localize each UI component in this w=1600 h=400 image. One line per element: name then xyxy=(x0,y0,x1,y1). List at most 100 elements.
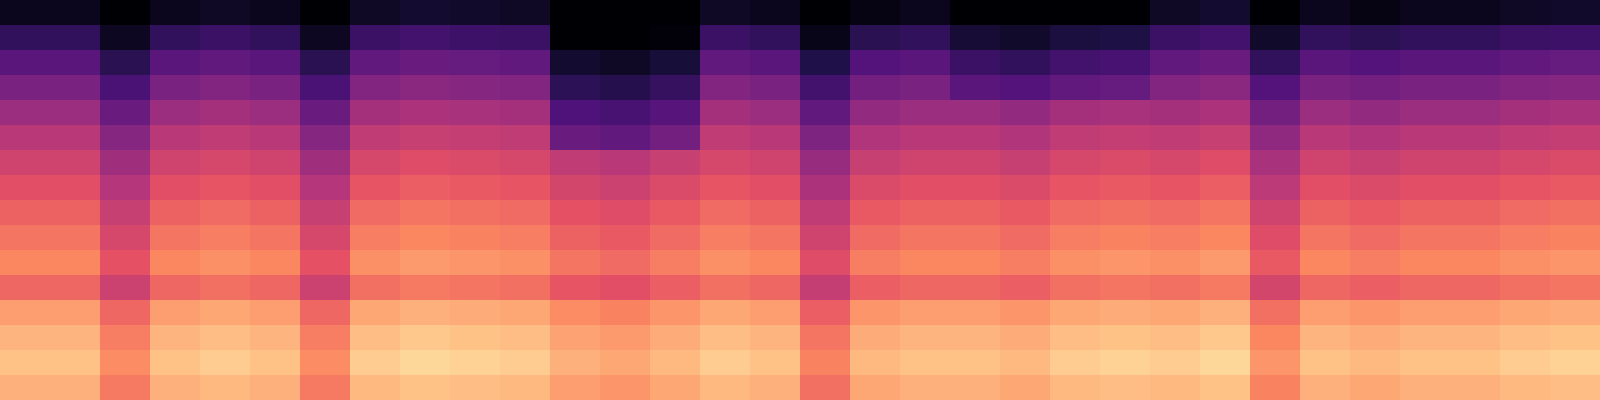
cell xyxy=(1500,250,1551,276)
cell xyxy=(700,300,751,326)
cell xyxy=(550,250,601,276)
cell xyxy=(1450,0,1501,26)
cell xyxy=(1150,50,1201,76)
cell xyxy=(50,150,101,176)
cell xyxy=(100,300,151,326)
cell xyxy=(550,25,601,51)
cell xyxy=(1100,0,1151,26)
cell xyxy=(900,50,951,76)
cell xyxy=(200,175,251,201)
cell xyxy=(550,350,601,376)
cell xyxy=(0,325,51,351)
cell xyxy=(1100,350,1151,376)
cell xyxy=(1200,300,1251,326)
cell xyxy=(700,325,751,351)
cell xyxy=(1300,225,1351,251)
cell xyxy=(150,225,201,251)
cell xyxy=(850,225,901,251)
cell xyxy=(900,0,951,26)
cell xyxy=(1150,0,1201,26)
cell xyxy=(150,75,201,101)
cell xyxy=(450,350,501,376)
cell xyxy=(750,100,801,126)
cell xyxy=(200,100,251,126)
cell xyxy=(1250,275,1301,301)
cell xyxy=(1100,25,1151,51)
cell xyxy=(800,50,851,76)
cell xyxy=(1450,275,1501,301)
cell xyxy=(1050,75,1101,101)
cell xyxy=(550,225,601,251)
cell xyxy=(250,225,301,251)
cell xyxy=(150,350,201,376)
cell xyxy=(400,350,451,376)
cell xyxy=(150,200,201,226)
cell xyxy=(500,100,551,126)
cell xyxy=(1500,325,1551,351)
cell xyxy=(1100,125,1151,151)
cell xyxy=(100,150,151,176)
cell xyxy=(900,125,951,151)
cell xyxy=(1250,225,1301,251)
cell xyxy=(350,25,401,51)
cell xyxy=(1550,225,1600,251)
cell xyxy=(100,75,151,101)
cell xyxy=(450,250,501,276)
cell xyxy=(1400,300,1451,326)
cell xyxy=(1550,125,1600,151)
cell xyxy=(300,200,351,226)
cell xyxy=(1500,375,1551,400)
cell xyxy=(1350,50,1401,76)
cell xyxy=(1200,350,1251,376)
cell xyxy=(650,200,701,226)
cell xyxy=(1400,75,1451,101)
cell xyxy=(1450,250,1501,276)
cell xyxy=(1150,25,1201,51)
cell xyxy=(1500,175,1551,201)
cell xyxy=(600,350,651,376)
cell xyxy=(0,125,51,151)
cell xyxy=(900,175,951,201)
cell xyxy=(850,300,901,326)
cell xyxy=(450,275,501,301)
cell xyxy=(50,300,101,326)
cell xyxy=(1250,25,1301,51)
cell xyxy=(700,350,751,376)
cell xyxy=(800,275,851,301)
cell xyxy=(850,0,901,26)
cell xyxy=(1200,200,1251,226)
cell xyxy=(1500,50,1551,76)
cell xyxy=(450,150,501,176)
cell xyxy=(850,50,901,76)
cell xyxy=(1550,275,1600,301)
cell xyxy=(600,300,651,326)
cell xyxy=(1150,200,1201,226)
cell xyxy=(1550,250,1600,276)
cell xyxy=(350,375,401,400)
cell xyxy=(750,375,801,400)
cell xyxy=(950,175,1001,201)
cell xyxy=(150,250,201,276)
cell xyxy=(1000,225,1051,251)
cell xyxy=(1300,150,1351,176)
cell xyxy=(1050,150,1101,176)
cell xyxy=(1500,150,1551,176)
cell xyxy=(750,250,801,276)
cell xyxy=(600,0,651,26)
cell xyxy=(400,200,451,226)
cell xyxy=(850,250,901,276)
cell xyxy=(100,225,151,251)
cell xyxy=(750,0,801,26)
cell xyxy=(500,325,551,351)
cell xyxy=(350,300,401,326)
cell xyxy=(1450,225,1501,251)
cell xyxy=(0,0,51,26)
cell xyxy=(500,225,551,251)
cell xyxy=(600,250,651,276)
cell xyxy=(700,175,751,201)
cell xyxy=(0,250,51,276)
cell xyxy=(250,300,301,326)
cell xyxy=(300,25,351,51)
cell xyxy=(500,275,551,301)
cell xyxy=(1050,300,1101,326)
